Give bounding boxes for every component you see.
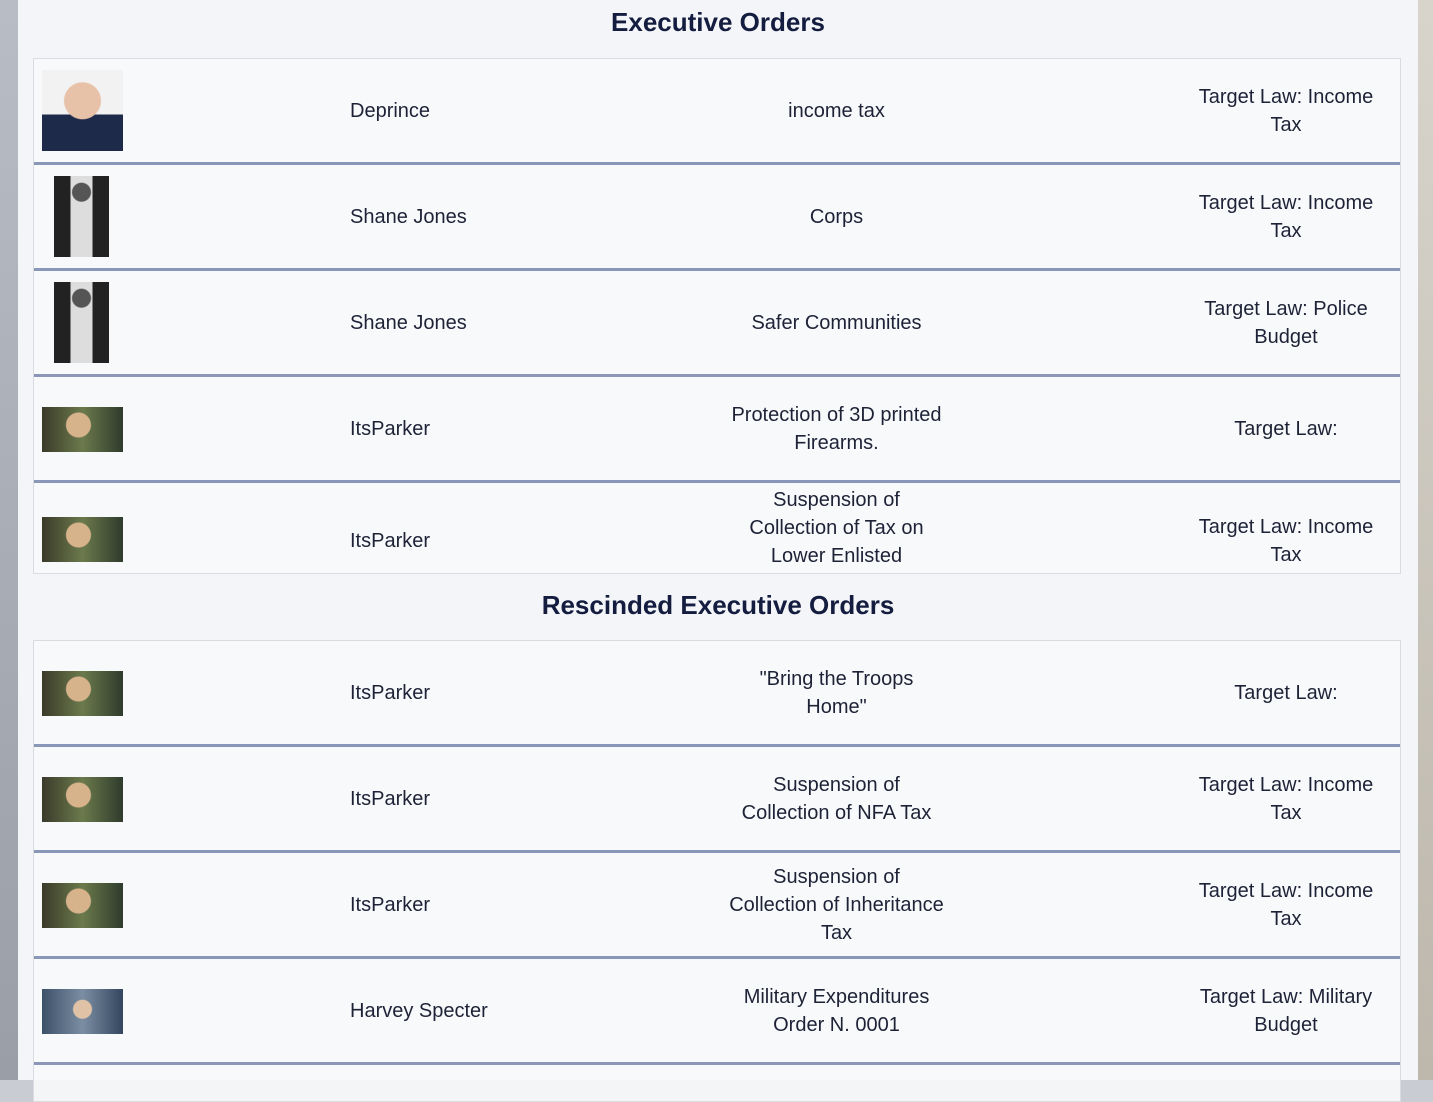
avatar — [54, 282, 109, 363]
orders-table: ItsParker "Bring the Troops Home" Target… — [33, 640, 1401, 1102]
author: Deprince — [350, 99, 431, 122]
order-title: Suspension of Collection of NFA Tax — [741, 773, 932, 824]
order-row[interactable]: Deprince income tax Target Law: Income T… — [34, 59, 1400, 165]
target-law: Target Law: Police Budget — [1204, 297, 1368, 348]
target-law: Target Law: Income Tax — [1198, 85, 1374, 136]
author: Shane Jones — [350, 311, 467, 334]
order-row[interactable]: Shane Jones Safer Communities Target Law… — [34, 271, 1400, 377]
author: ItsParker — [350, 893, 431, 916]
author: ItsParker — [350, 417, 431, 440]
order-title: Protection of 3D printed Firearms. — [731, 403, 942, 454]
target-law: Target Law: Military Budget — [1199, 985, 1373, 1036]
avatar — [42, 70, 123, 151]
avatar — [42, 883, 123, 928]
section-title: Executive Orders — [611, 7, 825, 37]
order-row[interactable]: ItsParker Suspension of Collection of Ta… — [34, 483, 1400, 573]
order-row[interactable]: Shane Jones Corps Target Law: Income Tax — [34, 165, 1400, 271]
author: Shane Jones — [350, 205, 467, 228]
avatar — [54, 176, 109, 257]
avatar — [42, 517, 123, 562]
order-title: Safer Communities — [751, 311, 922, 334]
target-law: Target Law: — [1234, 681, 1338, 704]
target-law: Target Law: Income Tax — [1198, 773, 1374, 824]
order-row[interactable]: Harvey Specter Military Expenditures Ord… — [34, 959, 1400, 1065]
avatar — [42, 989, 123, 1034]
avatar — [42, 777, 123, 822]
order-title: Suspension of Collection of Tax on Lower… — [749, 489, 924, 567]
avatar — [42, 671, 123, 716]
order-title: Military Expenditures Order N. 0001 — [743, 985, 930, 1036]
author: ItsParker — [350, 530, 431, 552]
background — [0, 0, 18, 1080]
orders-panel: Executive Orders Deprince income tax Tar… — [18, 0, 1418, 1102]
order-title: Corps — [809, 205, 864, 228]
target-law: Target Law: Income Tax — [1198, 191, 1374, 242]
author: ItsParker — [350, 787, 431, 810]
order-row[interactable]: ItsParker Protection of 3D printed Firea… — [34, 377, 1400, 483]
author: Harvey Specter — [350, 999, 488, 1022]
avatar — [42, 407, 123, 452]
target-law: Target Law: Income Tax — [1198, 516, 1374, 566]
target-law: Target Law: — [1234, 417, 1338, 440]
order-row[interactable]: ItsParker Suspension of Collection of In… — [34, 853, 1400, 959]
order-row[interactable]: ItsParker "Bring the Troops Home" Target… — [34, 641, 1400, 747]
target-law: Target Law: Income Tax — [1198, 879, 1374, 930]
order-title: "Bring the Troops Home" — [759, 667, 914, 718]
order-title: income tax — [788, 99, 885, 122]
orders-table: Deprince income tax Target Law: Income T… — [33, 58, 1401, 574]
order-row[interactable]: ItsParker Suspension of Collection of NF… — [34, 747, 1400, 853]
author: ItsParker — [350, 681, 431, 704]
background — [1418, 0, 1433, 1080]
order-title: Suspension of Collection of Inheritance … — [729, 865, 944, 944]
section-title: Rescinded Executive Orders — [541, 590, 895, 620]
